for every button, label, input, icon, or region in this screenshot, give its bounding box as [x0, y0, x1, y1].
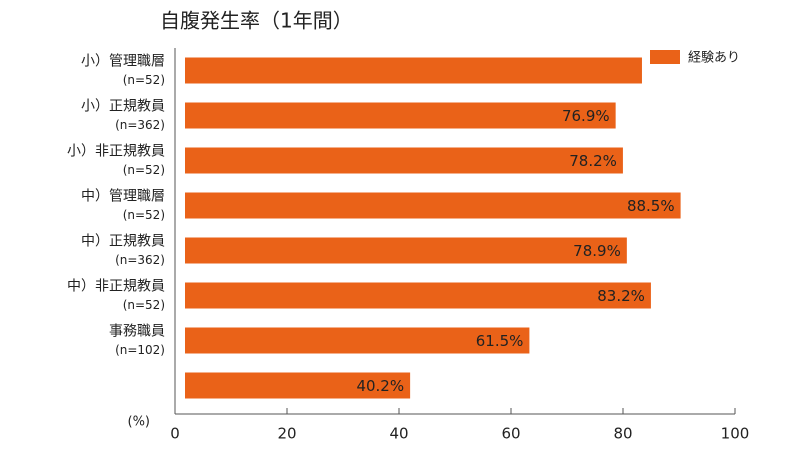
category-label: 中）非正規教員 [67, 279, 165, 295]
legend-label: 経験あり [688, 51, 740, 66]
sample-size: (n=52) [123, 208, 165, 222]
category-label: 小）管理職層 [81, 54, 165, 70]
x-tick-label: 40 [389, 425, 408, 443]
bar [185, 192, 681, 219]
category-label: 小）非正規教員 [67, 144, 165, 160]
x-tick-label: 60 [501, 425, 520, 443]
value-label: 78.9% [573, 242, 621, 260]
value-label: 88.5% [627, 197, 675, 215]
x-tick-label: 0 [170, 425, 180, 443]
sample-size: (n=52) [123, 73, 165, 87]
x-tick-label: 100 [721, 425, 750, 443]
legend-swatch [650, 50, 680, 64]
value-label: 83.2% [597, 287, 645, 305]
bar [185, 237, 627, 264]
bar [185, 282, 651, 309]
bar [185, 327, 530, 354]
bar [185, 147, 623, 174]
value-label: 61.5% [476, 332, 524, 350]
value-label: 78.2% [569, 152, 617, 170]
sample-size: (n=52) [123, 298, 165, 312]
category-label: 事務職員 [109, 324, 165, 340]
bar [185, 102, 616, 129]
category-label: 小）正規教員 [81, 99, 165, 115]
sample-size: (n=362) [115, 253, 165, 267]
category-label: 中）正規教員 [81, 234, 165, 250]
sample-size: (n=362) [115, 118, 165, 132]
category-label: 中）管理職層 [81, 189, 165, 205]
bar [185, 57, 642, 84]
x-unit: (%) [128, 415, 151, 430]
bar [185, 372, 411, 399]
value-label: 40.2% [356, 377, 404, 395]
value-label: 76.9% [562, 107, 610, 125]
chart-title: 自腹発生率（1年間） [160, 9, 353, 33]
x-tick-label: 80 [613, 425, 632, 443]
x-tick-label: 20 [277, 425, 296, 443]
sample-size: (n=102) [115, 343, 165, 357]
sample-size: (n=52) [123, 163, 165, 177]
